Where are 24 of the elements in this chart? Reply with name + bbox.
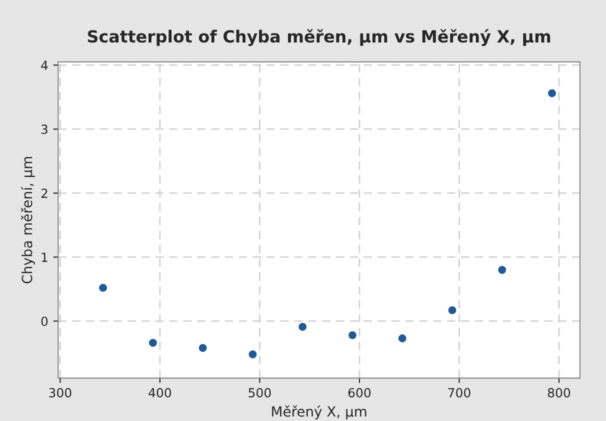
y-tick-label: 0 bbox=[41, 316, 48, 326]
x-tick-label: 400 bbox=[148, 388, 172, 398]
y-axis-title: Chyba měření, µm bbox=[20, 156, 35, 284]
chart-title: Scatterplot of Chyba měřen, µm vs Měřený X, µm bbox=[88, 29, 550, 46]
point bbox=[398, 334, 406, 342]
point bbox=[148, 338, 157, 347]
point bbox=[548, 89, 556, 98]
point bbox=[448, 306, 456, 314]
point bbox=[99, 284, 108, 292]
x-tick-label: 800 bbox=[548, 388, 570, 398]
y-tick-label: 4 bbox=[41, 60, 48, 70]
point bbox=[348, 331, 356, 340]
x-tick-label: 600 bbox=[348, 388, 371, 398]
point bbox=[248, 350, 257, 358]
x-tick-label: 700 bbox=[448, 388, 470, 398]
x-tick-label: 300 bbox=[49, 388, 72, 398]
point bbox=[498, 266, 506, 274]
point bbox=[198, 344, 207, 352]
x-axis-title: Měřený X, µm bbox=[272, 405, 366, 420]
x-tick-label: 500 bbox=[248, 388, 271, 398]
y-tick-label: 2 bbox=[41, 188, 48, 198]
y-tick-label: 1 bbox=[42, 252, 48, 262]
y-tick-label: 3 bbox=[41, 124, 48, 134]
point bbox=[298, 322, 307, 331]
